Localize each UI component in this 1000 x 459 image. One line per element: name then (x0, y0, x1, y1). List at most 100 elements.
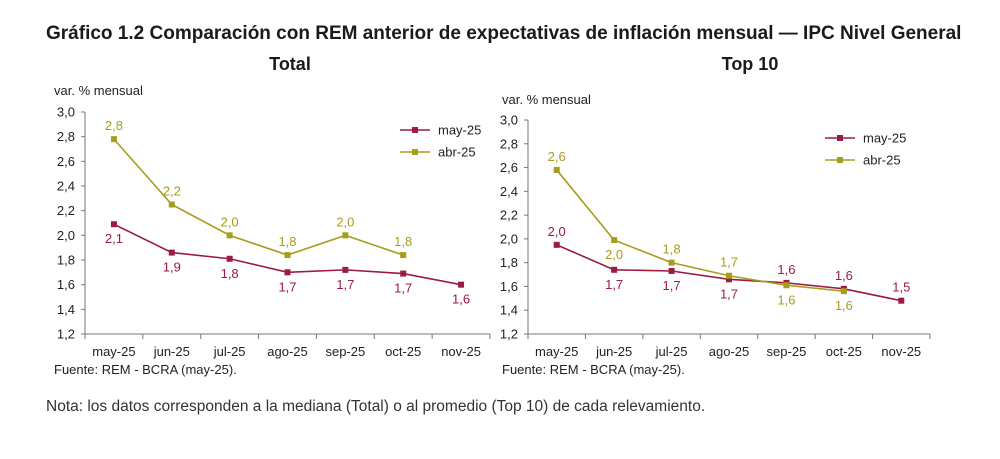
data-point-abr-25 (840, 288, 847, 295)
chart-title: Top 10 (722, 54, 779, 74)
y-axis-label: var. % mensual (54, 83, 143, 98)
data-point-abr-25 (284, 252, 291, 259)
footnote: Nota: los datos corresponden a la median… (46, 398, 706, 415)
data-point-may-25 (342, 266, 349, 273)
x-tick-label: nov-25 (441, 344, 481, 359)
source-note: Fuente: REM - BCRA (may-25). (502, 362, 685, 377)
data-label-may-25: 1,7 (336, 277, 354, 292)
legend-label-may-25: may-25 (438, 123, 481, 138)
data-point-may-25 (553, 241, 560, 248)
x-tick-label: jun-25 (153, 344, 190, 359)
y-axis-label: var. % mensual (502, 92, 591, 107)
data-point-may-25 (110, 221, 117, 228)
y-tick-label: 1,6 (57, 277, 75, 292)
data-point-may-25 (226, 255, 233, 262)
data-point-abr-25 (342, 232, 349, 239)
data-point-abr-25 (783, 282, 790, 289)
data-label-may-25: 1,7 (394, 281, 412, 296)
x-tick-label: nov-25 (881, 344, 921, 359)
x-tick-label: sep-25 (767, 344, 807, 359)
legend-marker-abr-25 (837, 157, 843, 163)
y-tick-label: 2,0 (500, 231, 518, 246)
chart-title: Total (269, 54, 311, 74)
y-tick-label: 2,6 (500, 160, 518, 175)
data-label-abr-25: 2,0 (336, 214, 354, 229)
data-label-may-25: 1,6 (777, 262, 795, 277)
data-point-may-25 (458, 281, 465, 288)
y-tick-label: 1,4 (500, 303, 518, 318)
data-label-may-25: 1,7 (663, 278, 681, 293)
data-point-may-25 (400, 270, 407, 277)
data-label-abr-25: 1,6 (777, 292, 795, 307)
legend-marker-abr-25 (412, 149, 418, 155)
x-tick-label: jun-25 (595, 344, 632, 359)
data-point-abr-25 (611, 237, 618, 244)
x-tick-label: ago-25 (267, 344, 307, 359)
legend-label-abr-25: abr-25 (863, 153, 901, 168)
data-label-abr-25: 1,8 (394, 234, 412, 249)
y-tick-label: 3,0 (500, 113, 518, 128)
data-point-abr-25 (110, 136, 117, 143)
data-point-abr-25 (726, 272, 732, 279)
data-label-may-25: 1,6 (452, 292, 470, 307)
y-tick-label: 3,0 (57, 105, 75, 120)
y-tick-label: 1,4 (57, 302, 75, 317)
series-line-abr-25 (556, 169, 844, 292)
y-tick-label: 1,2 (57, 327, 75, 342)
x-tick-label: oct-25 (385, 344, 421, 359)
x-tick-label: jul-25 (655, 344, 688, 359)
data-point-abr-25 (400, 252, 407, 259)
y-tick-label: 1,8 (57, 253, 75, 268)
x-tick-label: jul-25 (213, 344, 246, 359)
data-point-may-25 (284, 269, 291, 276)
y-tick-label: 2,4 (500, 184, 518, 199)
x-tick-label: sep-25 (325, 344, 365, 359)
x-tick-label: oct-25 (826, 344, 862, 359)
y-tick-label: 2,8 (500, 136, 518, 151)
data-point-may-25 (168, 249, 175, 256)
data-point-may-25 (898, 297, 905, 304)
y-tick-label: 1,6 (500, 279, 518, 294)
data-point-may-25 (668, 267, 675, 274)
chart-total: Total var. % mensual 1,2 1,4 1,6 1,8 2,0 2,2 2,4… (54, 54, 491, 377)
data-label-abr-25: 1,7 (720, 255, 738, 270)
data-label-abr-25: 2,6 (548, 149, 566, 164)
y-tick-label: 2,6 (57, 154, 75, 169)
series-line-abr-25 (113, 138, 404, 256)
y-tick-label: 1,2 (500, 327, 518, 342)
y-tick-label: 2,4 (57, 179, 75, 194)
legend-label-may-25: may-25 (863, 131, 906, 146)
data-point-abr-25 (668, 259, 675, 266)
legend-marker-may-25 (412, 127, 418, 133)
data-point-abr-25 (168, 201, 175, 208)
data-label-may-25: 2,1 (105, 231, 123, 246)
x-tick-label: may-25 (92, 344, 135, 359)
legend-label-abr-25: abr-25 (438, 145, 476, 160)
data-label-abr-25: 1,6 (835, 298, 853, 313)
y-tick-label: 1,8 (500, 255, 518, 270)
y-tick-label: 2,8 (57, 129, 75, 144)
data-label-abr-25: 2,2 (163, 184, 181, 199)
chart-top10: Top 10 var. % mensual 1,2 1,4 1,6 1,8 2,0 2,2 2,… (500, 54, 931, 377)
data-label-may-25: 1,7 (278, 279, 296, 294)
data-label-abr-25: 1,8 (278, 234, 296, 249)
y-tick-label: 2,2 (57, 203, 75, 218)
data-point-may-25 (611, 266, 618, 273)
y-tick-label: 2,0 (57, 228, 75, 243)
data-label-abr-25: 2,8 (105, 118, 123, 133)
data-label-abr-25: 2,0 (221, 214, 239, 229)
data-point-may-25 (726, 276, 732, 283)
data-point-abr-25 (553, 166, 560, 173)
data-point-abr-25 (226, 232, 233, 239)
data-label-may-25: 1,7 (605, 277, 623, 292)
data-label-abr-25: 2,0 (605, 247, 623, 262)
data-label-may-25: 1,5 (892, 280, 910, 295)
data-label-may-25: 1,6 (835, 268, 853, 283)
data-label-may-25: 2,0 (548, 224, 566, 239)
data-label-may-25: 1,9 (163, 260, 181, 275)
data-label-may-25: 1,8 (221, 266, 239, 281)
main-title: Gráfico 1.2 Comparación con REM anterior… (46, 23, 962, 44)
source-note: Fuente: REM - BCRA (may-25). (54, 362, 237, 377)
x-tick-label: ago-25 (709, 344, 749, 359)
data-label-abr-25: 1,8 (663, 242, 681, 257)
